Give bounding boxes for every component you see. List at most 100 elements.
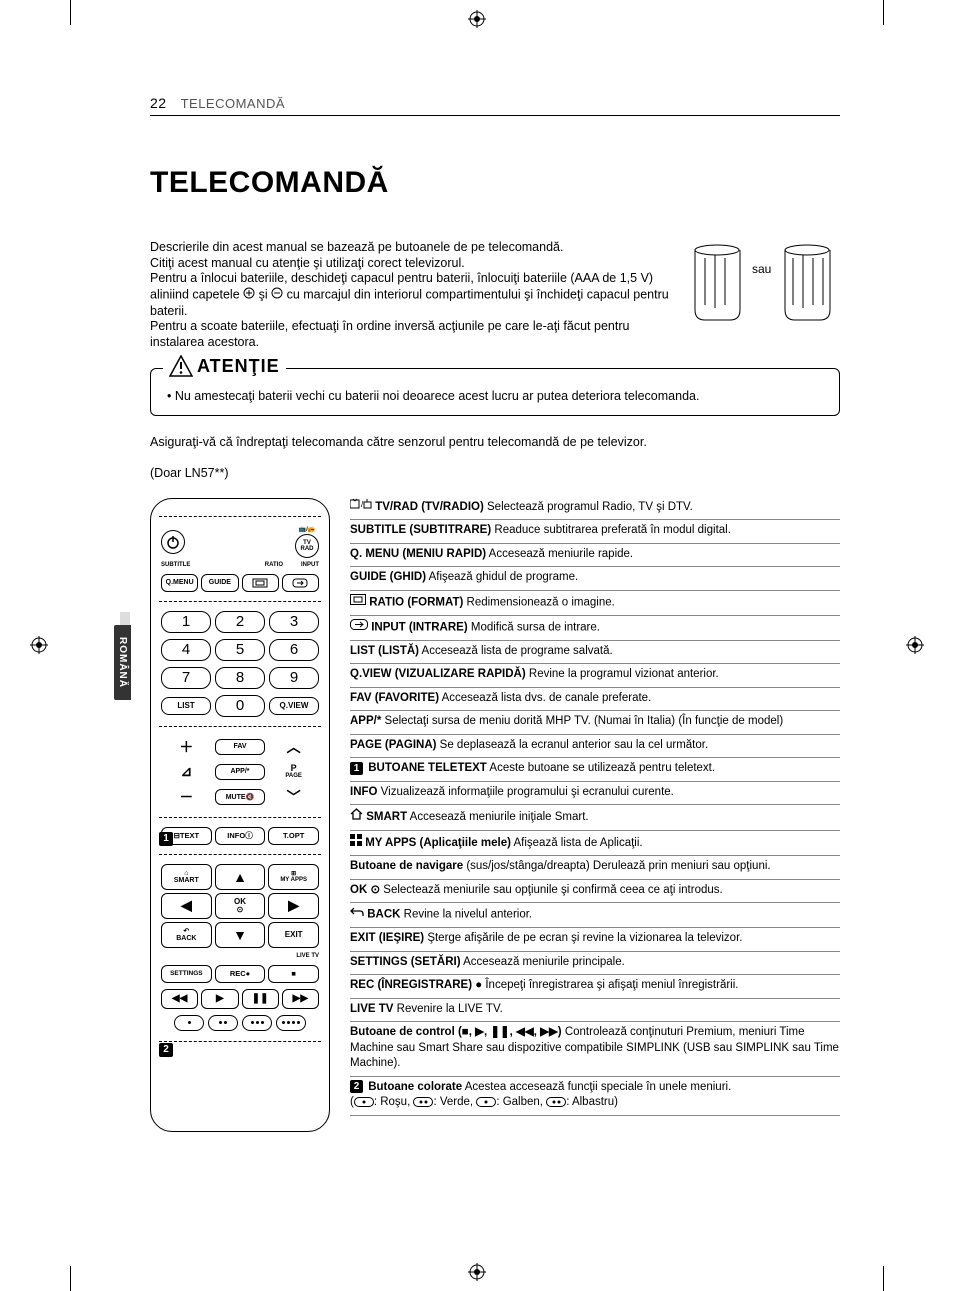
callout-badge-1: 1 [159,832,173,846]
info-button: INFOⓘ [215,827,266,845]
desc-badge: 1 [350,762,363,775]
num-9: 9 [269,667,319,689]
num-6: 6 [269,639,319,661]
play-button-icon: ▶ [201,989,238,1009]
input-button-icon [282,574,319,592]
back-icon [350,906,364,923]
intro-text: Descrierile din acest manual se bazează … [150,240,670,350]
battery-illustration: sau [690,240,840,325]
registration-mark-icon [30,636,48,654]
topt-button: T.OPT [268,827,319,845]
registration-mark-icon [906,636,924,654]
desc-item: Q. MENU (MENIU RAPID) Accesează meniuril… [350,544,840,568]
desc-item: RATIO (FORMAT) Redimensionează o imagine… [350,591,840,616]
page-header: 22 TELECOMANDĂ [150,95,840,116]
vol-down-icon: － [161,787,212,807]
myapps-button: ⊞MY APPS [268,864,319,890]
intro-line-3: Pentru a înlocui bateriile, deschideţi c… [150,271,670,319]
desc-item: LIVE TV Revenire la LIVE TV. [350,999,840,1023]
desc-item: Butoane de navigare (sus/jos/stânga/drea… [350,856,840,880]
blue-chip-icon [546,1097,566,1107]
header-section: TELECOMANDĂ [181,96,285,111]
num-5: 5 [215,639,265,661]
post-warning-text: Asiguraţi-vă că îndreptaţi telecomanda c… [150,434,840,452]
ch-up-icon: ︿ [268,737,319,757]
intro-line-1: Descrierile din acest manual se bazează … [150,240,670,256]
rec-button: REC● [215,965,266,983]
p-page-label: PPAGE [268,764,319,779]
desc-item: APP/* Selectaţi sursa de meniu dorită MH… [350,711,840,735]
description-list: / TV/RAD (TV/RADIO) Selectează programul… [350,498,840,1116]
desc-item: Butoane de control (■, ▶, ❚❚, ◀◀, ▶▶) Co… [350,1022,840,1077]
ratio-label: RATIO [265,562,283,568]
app-button: APP/* [215,764,266,780]
ffwd-button-icon: ▶▶ [282,989,319,1009]
livetv-label: LIVE TV [161,953,319,959]
stop-button-icon: ■ [268,965,319,983]
warning-box: ATENŢIE • Nu amestecaţi baterii vechi cu… [150,368,840,416]
desc-item: BACK Revine la nivelul anterior. [350,903,840,928]
ratio-button-icon [242,574,279,592]
warning-body: • Nu amestecaţi baterii vechi cu baterii… [167,389,823,403]
nav-left-icon: ◀ [161,893,212,919]
desc-item: Q.VIEW (VIZUALIZARE RAPIDĂ) Revine la pr… [350,664,840,688]
qview-button: Q.VIEW [269,697,319,715]
grid-icon [350,834,362,852]
warning-legend: ATENŢIE [163,355,286,377]
tvrad-top-icon: 📺/📻 [299,526,316,533]
num-7: 7 [161,667,211,689]
sau-label: sau [752,262,771,276]
desc-item: 1 BUTOANE TELETEXT Aceste butoane se uti… [350,758,840,782]
vol-icon: ⊿ [161,763,212,780]
desc-item: GUIDE (GHID) Afişează ghidul de programe… [350,567,840,591]
nav-up-icon: ▲ [215,864,266,890]
input-icon [350,619,368,636]
desc-item: EXIT (IEŞIRE) Şterge afişările de pe ecr… [350,928,840,952]
desc-item: SMART Accesează meniurile iniţiale Smart… [350,805,840,831]
settings-button: SETTINGS [161,965,212,983]
pause-button-icon: ❚❚ [242,989,279,1009]
yellow-chip-icon [476,1097,496,1107]
green-button-icon [208,1015,238,1031]
red-chip-icon [354,1097,374,1107]
warning-triangle-icon [169,355,193,377]
tvrad-icon: / [350,498,372,516]
page-number: 22 [150,95,167,111]
desc-item: 2 Butoane colorate Acestea accesează fun… [350,1077,840,1116]
desc-item: PAGE (PAGINA) Se deplasează la ecranul a… [350,735,840,759]
ratio-icon [350,594,366,611]
num-1: 1 [161,611,211,633]
rewind-button-icon: ◀◀ [161,989,198,1009]
desc-badge: 2 [350,1080,363,1093]
desc-item: REC (ÎNREGISTRARE) ● Începeţi înregistra… [350,975,840,999]
mute-button: MUTE🔇 [215,789,266,805]
desc-item: FAV (FAVORITE) Accesează lista dvs. de c… [350,688,840,712]
intro-line-4: Pentru a scoate bateriile, efectuaţi în … [150,319,670,350]
language-tab: ROMÂNĂ [114,625,131,700]
plus-terminal-icon [243,287,255,304]
registration-mark-icon [468,10,486,28]
input-label: INPUT [301,562,319,568]
power-button-icon [161,530,185,554]
desc-item: SETTINGS (SETĂRI) Accesează meniurile pr… [350,952,840,976]
red-button-icon [174,1015,204,1031]
blue-button-icon [276,1015,306,1031]
exit-button: EXIT [268,922,319,948]
num-8: 8 [215,667,265,689]
green-chip-icon [413,1097,433,1107]
minus-terminal-icon [271,287,283,304]
yellow-button-icon [242,1015,272,1031]
qmenu-button: Q.MENU [161,574,198,592]
list-button: LIST [161,697,211,715]
nav-right-icon: ▶ [268,893,319,919]
desc-item: / TV/RAD (TV/RADIO) Selectează programul… [350,498,840,521]
page-title: TELECOMANDĂ [150,166,840,200]
model-note: (Doar LN57**) [150,466,840,480]
num-3: 3 [269,611,319,633]
smart-button: ⌂SMART [161,864,212,890]
registration-mark-icon [468,1263,486,1281]
home-icon [350,808,363,826]
desc-item: OK ⊙ Selectează meniurile sau opţiunile … [350,880,840,904]
nav-down-icon: ▼ [215,922,266,948]
desc-item: MY APPS (Aplicaţiile mele) Afişează list… [350,831,840,857]
